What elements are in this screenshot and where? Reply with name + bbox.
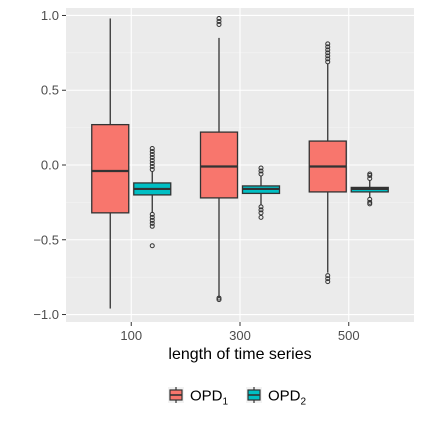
outlier-point — [216, 21, 222, 27]
outlier-point — [325, 59, 331, 65]
box-OPD1-500 — [308, 41, 347, 285]
outlier-point — [258, 168, 264, 174]
outlier-point — [325, 53, 331, 59]
box-OPD1-300 — [199, 15, 239, 303]
legend-item-0: OPD1 — [168, 387, 229, 408]
outlier-point — [325, 279, 331, 285]
outlier-point — [258, 207, 264, 213]
outlier-point — [258, 171, 264, 177]
box-OPD2-100 — [133, 146, 172, 249]
outlier-point — [149, 158, 155, 164]
outlier-point — [258, 165, 264, 171]
axes: −1.0 −0.5 0.0 0.5 1.0 100 300 500 — [33, 8, 359, 343]
x-axis-title: length of time series — [168, 346, 311, 363]
x-tick-label: 300 — [229, 328, 251, 343]
y-tick-label: 0.0 — [41, 158, 59, 173]
legend-item-1: OPD2 — [246, 387, 307, 408]
legend-label: OPD1 — [190, 388, 229, 408]
outlier-point — [325, 273, 331, 279]
outlier-point — [258, 214, 264, 220]
legend: OPD1 OPD2 — [168, 387, 307, 408]
outlier-point — [149, 214, 155, 220]
outlier-point — [258, 204, 264, 210]
box-body — [199, 131, 239, 199]
outlier-point — [149, 149, 155, 155]
boxes — [91, 15, 389, 309]
legend-label: OPD2 — [268, 388, 307, 408]
outlier-point — [149, 155, 155, 161]
box-OPD1-100 — [91, 18, 130, 309]
outlier-point — [325, 276, 331, 282]
outlier-point — [367, 201, 373, 207]
x-tick-label: 500 — [338, 328, 360, 343]
box-OPD2-500 — [350, 171, 389, 207]
outlier-point — [216, 297, 222, 303]
outlier-point — [216, 15, 222, 21]
box-body — [91, 123, 130, 214]
y-tick-label: −0.5 — [33, 232, 59, 247]
outlier-point — [149, 152, 155, 158]
outlier-point — [149, 163, 155, 169]
y-tick-label: −1.0 — [33, 307, 59, 322]
outlier-point — [325, 56, 331, 62]
y-tick-label: 1.0 — [41, 8, 59, 23]
y-tick-label: 0.5 — [41, 83, 59, 98]
outlier-point — [367, 171, 373, 177]
outlier-point — [216, 18, 222, 24]
outlier-point — [149, 220, 155, 226]
outlier-point — [325, 44, 331, 50]
outlier-point — [149, 166, 155, 172]
outlier-point — [325, 50, 331, 56]
outlier-point — [149, 146, 155, 152]
outlier-point — [149, 217, 155, 223]
outlier-point — [149, 223, 155, 229]
box-OPD2-300 — [241, 165, 281, 220]
outlier-point — [149, 161, 155, 167]
outlier-point — [149, 211, 155, 217]
x-tick-label: 100 — [120, 328, 142, 343]
outlier-point — [325, 47, 331, 53]
outlier-point — [325, 41, 331, 47]
outlier-point — [149, 243, 155, 249]
